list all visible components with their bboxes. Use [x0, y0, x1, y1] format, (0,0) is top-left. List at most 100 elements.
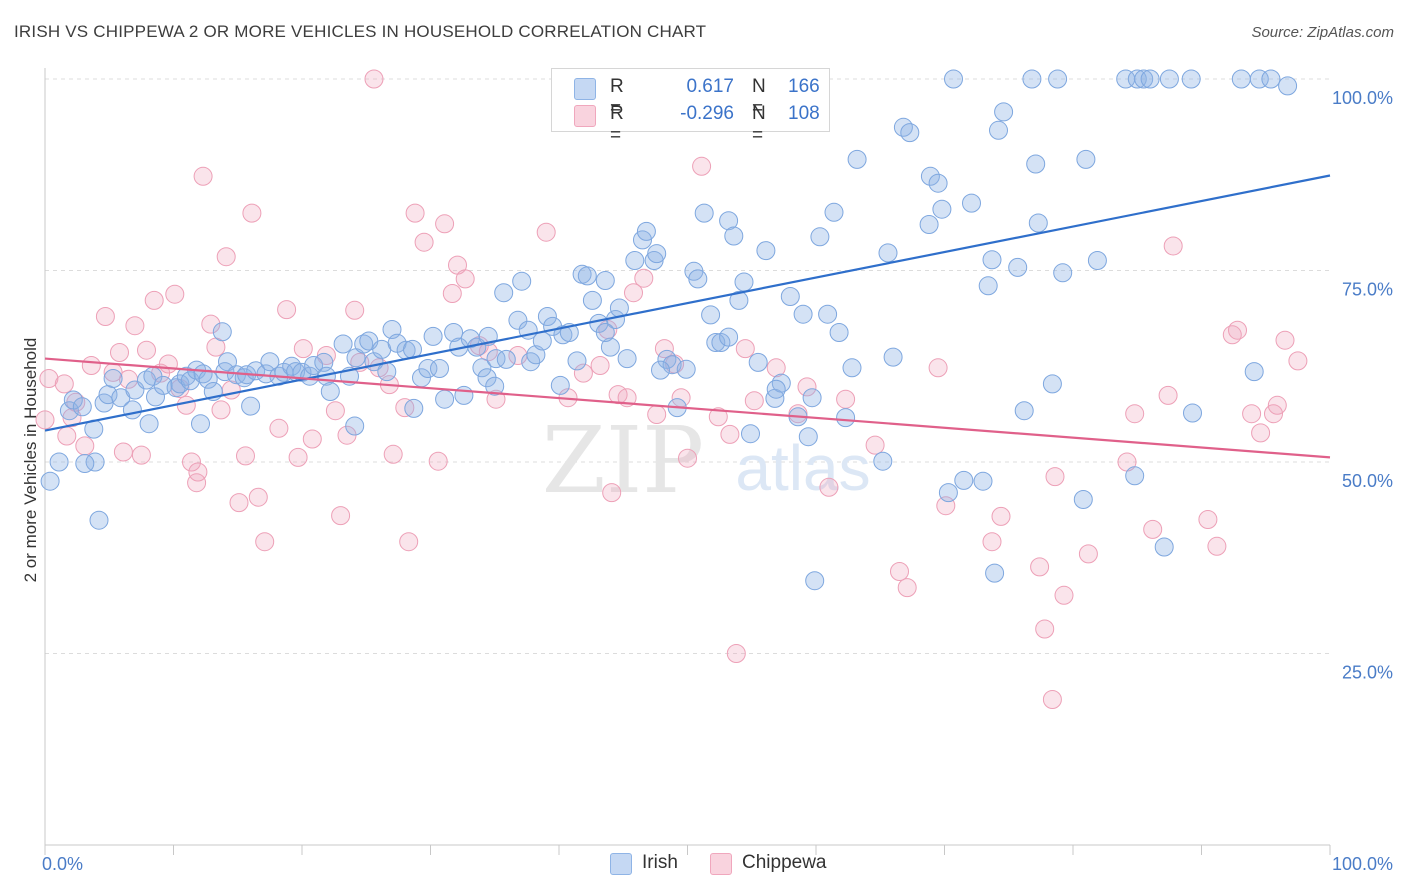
irish-point-80	[567, 351, 587, 371]
irish-point-114	[780, 287, 800, 306]
chippewa-point-76	[720, 424, 740, 444]
chippewa-point-20	[182, 452, 201, 472]
legend-r-label: R =	[610, 76, 624, 119]
irish-point-141	[1008, 257, 1028, 277]
irish-point-176	[919, 215, 939, 234]
chippewa-point-106	[1251, 423, 1271, 443]
watermark-zip: ZIP	[542, 407, 704, 514]
irish-point-77	[550, 375, 570, 395]
irish-point-11	[122, 400, 142, 420]
irish-point-179	[1125, 466, 1145, 486]
watermark: ZIP atlas	[542, 407, 871, 514]
legend-n-label: N =	[752, 103, 766, 146]
legend-n-value-irish: 166	[788, 76, 820, 97]
chippewa-point-101	[1198, 510, 1218, 529]
chippewa-point-46	[383, 444, 403, 464]
series-chippewa-points	[35, 69, 1308, 709]
irish-point-65	[472, 358, 492, 378]
irish-trend-line	[44, 174, 1331, 432]
chippewa-point-39	[325, 401, 345, 421]
chippewa-point-84	[865, 435, 885, 455]
chippewa-point-80	[766, 358, 786, 378]
irish-point-6	[89, 510, 109, 530]
irish-point-184	[75, 454, 95, 473]
irish-swatch	[574, 78, 596, 100]
irish-point-183	[805, 571, 825, 591]
irish-point-118	[810, 227, 830, 247]
chippewa-point-111	[1042, 690, 1062, 709]
irish-point-2	[59, 401, 79, 421]
irish-point-156	[1159, 69, 1179, 89]
chippewa-point-50	[414, 232, 434, 252]
irish-point-167	[404, 398, 424, 418]
y-tick-label-0: 25.0%	[1342, 663, 1393, 683]
chippewa-point-13	[137, 340, 156, 360]
irish-point-147	[1053, 263, 1073, 283]
chippewa-point-87	[928, 358, 948, 378]
chippewa-point-36	[293, 339, 313, 359]
irish-point-154	[1140, 69, 1160, 89]
irish-point-132	[938, 483, 958, 503]
chippewa-point-99	[1158, 385, 1178, 405]
chippewa-point-33	[269, 418, 289, 438]
irish-point-162	[85, 452, 105, 472]
irish-point-92	[636, 221, 656, 241]
chippewa-point-74	[692, 156, 712, 176]
chippewa-point-53	[442, 284, 462, 303]
chippewa-legend-swatch	[710, 853, 732, 875]
irish-point-133	[944, 69, 963, 89]
irish-point-96	[662, 355, 682, 375]
irish-point-120	[824, 202, 844, 222]
chippewa-point-28	[229, 493, 249, 513]
irish-point-157	[1181, 69, 1201, 89]
irish-point-100	[688, 269, 708, 289]
chippewa-point-108	[1267, 395, 1287, 415]
chippewa-point-62	[573, 363, 593, 383]
irish-point-131	[932, 199, 952, 219]
irish-point-170	[595, 323, 615, 342]
chippewa-point-97	[1125, 404, 1145, 424]
chippewa-point-25	[211, 400, 231, 420]
chippewa-point-44	[364, 69, 384, 89]
chippewa-point-116	[602, 483, 622, 503]
irish-point-181	[1244, 362, 1264, 382]
chippewa-point-6	[81, 356, 101, 375]
irish-point-111	[756, 241, 776, 261]
irish-point-18	[170, 374, 190, 394]
irish-point-123	[847, 149, 867, 169]
irish-point-121	[829, 323, 849, 342]
irish-point-108	[734, 272, 754, 292]
irish-point-103	[706, 333, 726, 352]
irish-point-59	[435, 389, 455, 409]
chippewa-point-94	[1054, 585, 1074, 605]
chippewa-point-114	[188, 462, 208, 482]
irish-point-149	[1076, 149, 1096, 169]
irish-point-110	[748, 352, 768, 372]
chippewa-point-86	[897, 578, 917, 598]
irish-point-109	[741, 424, 760, 444]
chippewa-point-92	[1035, 619, 1055, 639]
irish-legend-label: Irish	[642, 852, 678, 873]
irish-point-86	[600, 337, 620, 357]
chippewa-point-0	[35, 410, 55, 430]
chippewa-point-75	[708, 407, 728, 427]
irish-point-129	[920, 166, 940, 186]
irish-point-140	[994, 102, 1014, 122]
chippewa-swatch	[574, 105, 596, 127]
irish-point-70	[508, 310, 528, 330]
irish-point-117	[798, 427, 818, 447]
chippewa-point-100	[1163, 236, 1183, 256]
y-tick-label-1: 50.0%	[1342, 471, 1393, 491]
chippewa-point-35	[288, 447, 308, 467]
irish-point-85	[595, 271, 615, 290]
irish-point-42	[320, 382, 340, 401]
irish-point-32	[260, 352, 280, 372]
chippewa-point-113	[113, 442, 133, 462]
chippewa-point-73	[678, 448, 697, 468]
irish-point-67	[486, 349, 506, 369]
irish-point-182	[485, 376, 505, 396]
irish-point-163	[139, 414, 159, 434]
chippewa-point-7	[95, 307, 115, 326]
irish-point-164	[191, 414, 210, 434]
